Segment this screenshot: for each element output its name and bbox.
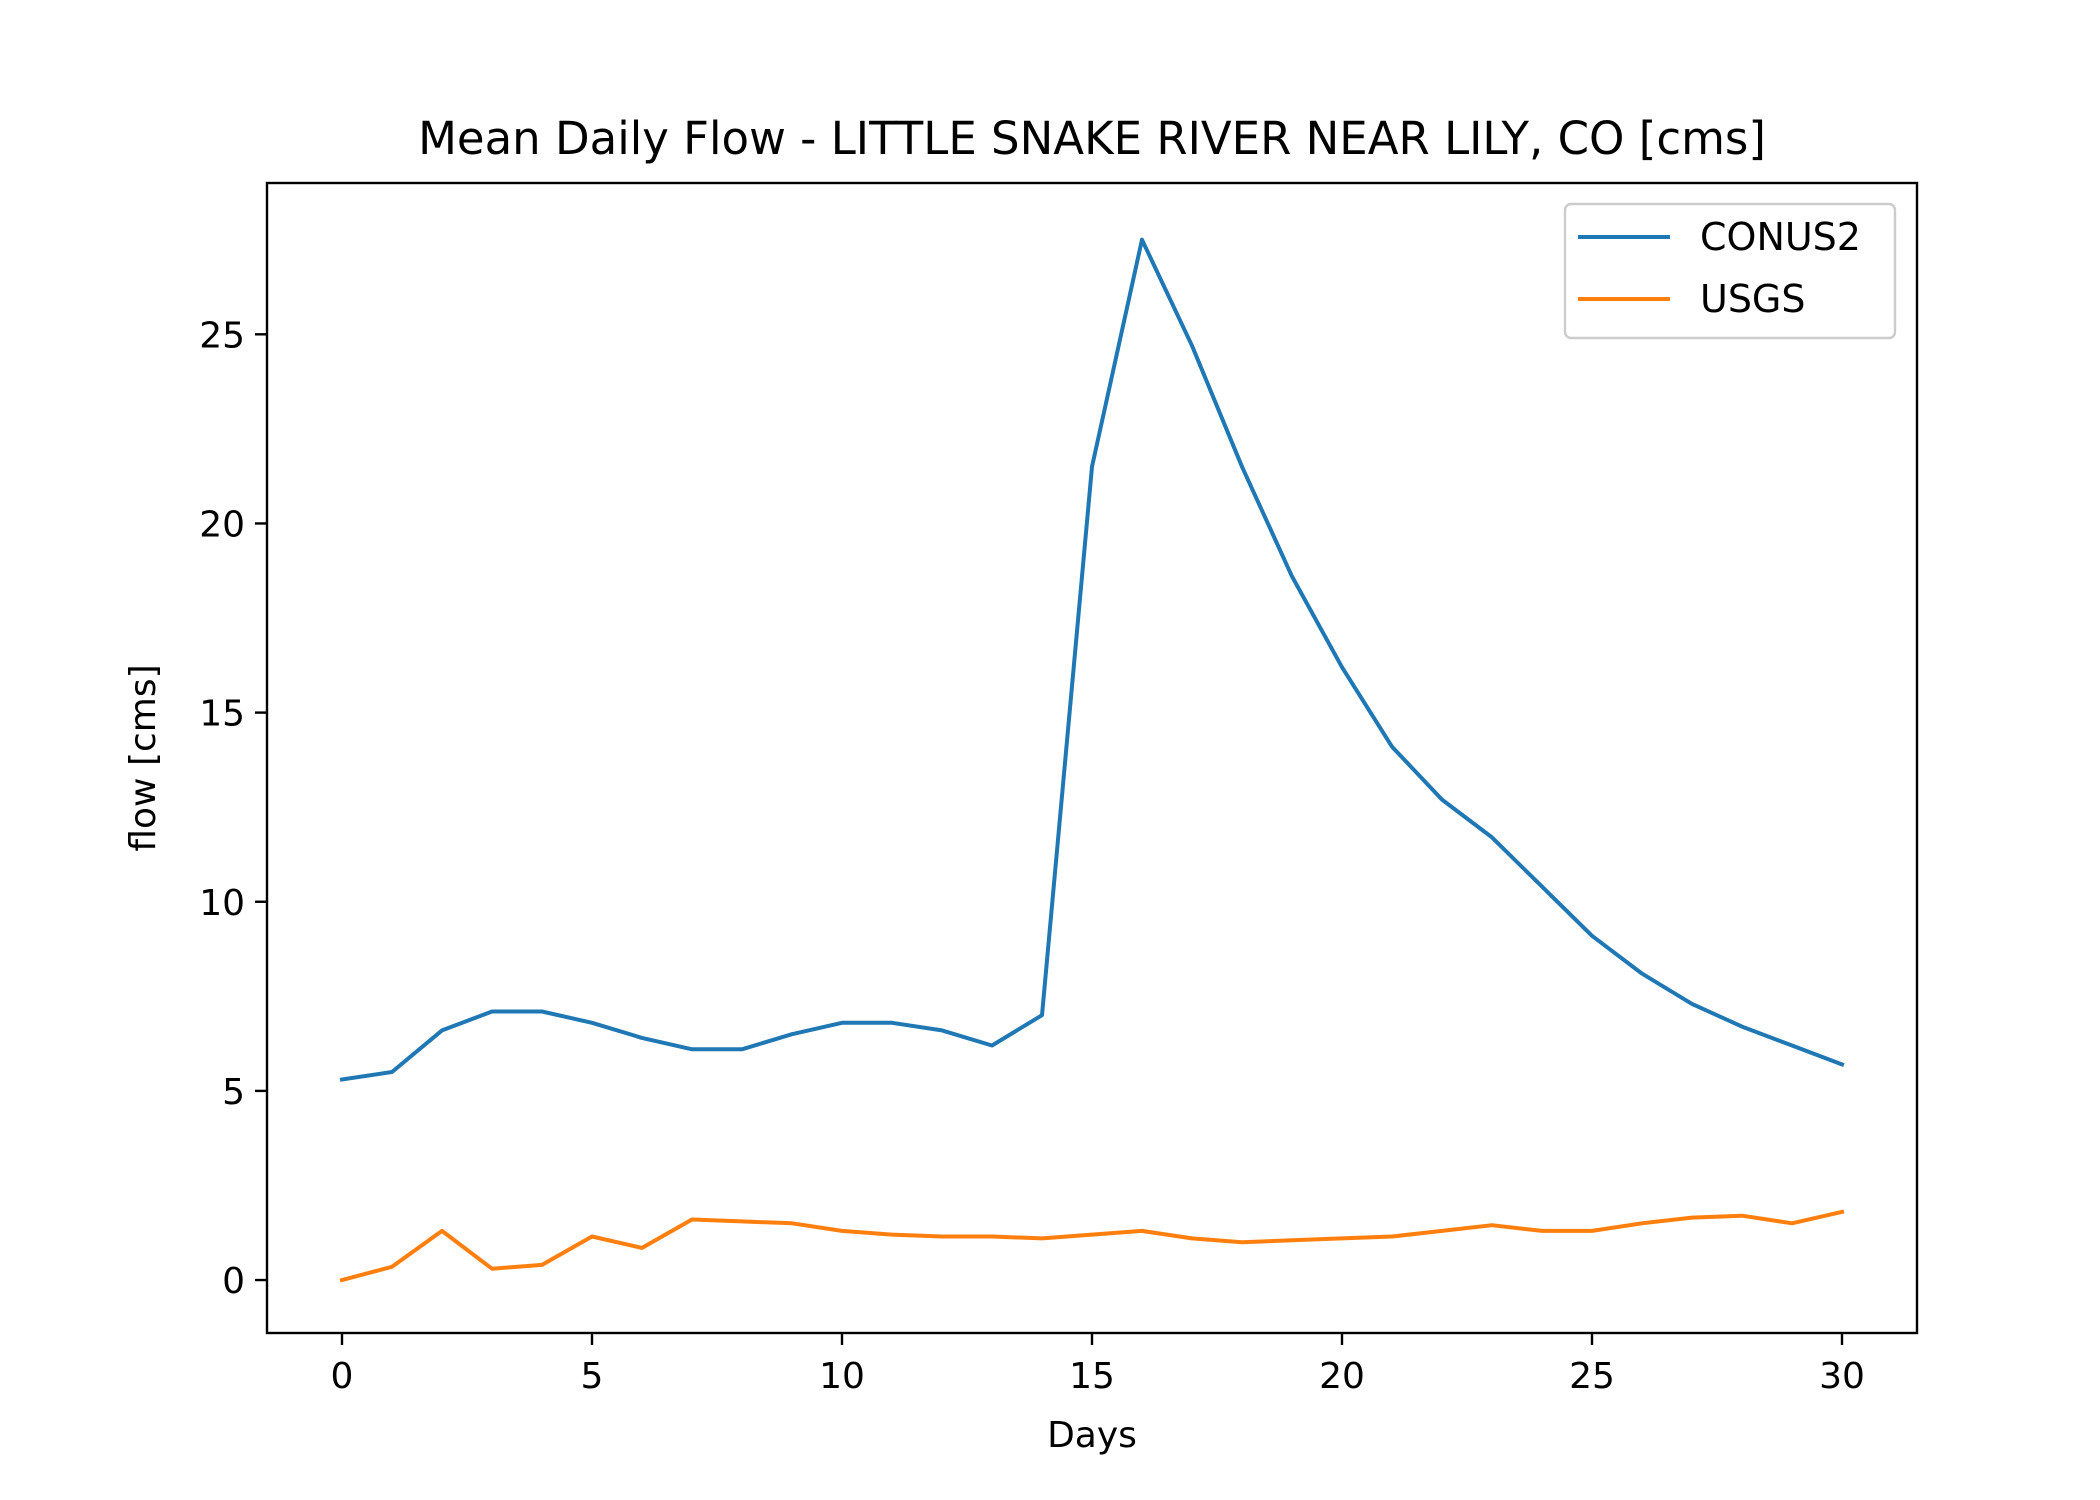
x-tick-label: 30 bbox=[1819, 1356, 1865, 1397]
plot-area bbox=[265, 181, 1919, 1335]
series-line-conus2 bbox=[339, 237, 1845, 1082]
x-axis-label: Days bbox=[1047, 1415, 1137, 1456]
y-tick-label: 5 bbox=[222, 1072, 245, 1113]
y-tick-label: 25 bbox=[199, 315, 245, 356]
legend-items: CONUS2 USGS bbox=[1578, 215, 1861, 321]
legend-label-usgs: USGS bbox=[1700, 277, 1806, 321]
y-axis-ticks: 0 5 10 15 20 25 bbox=[199, 315, 267, 1302]
series-line-usgs bbox=[339, 1209, 1845, 1283]
chart-title: Mean Daily Flow - LITTLE SNAKE RIVER NEA… bbox=[418, 112, 1766, 165]
y-tick-label: 10 bbox=[199, 883, 245, 924]
y-tick-label: 15 bbox=[199, 694, 245, 735]
legend: CONUS2 USGS bbox=[1563, 202, 1897, 340]
x-axis-ticks: 0 5 10 15 20 25 30 bbox=[331, 1333, 1865, 1397]
y-tick-label: 20 bbox=[199, 504, 245, 545]
series-lines bbox=[339, 237, 1845, 1283]
y-axis-label: flow [cms] bbox=[123, 664, 164, 851]
x-tick-label: 20 bbox=[1319, 1356, 1365, 1397]
x-tick-label: 5 bbox=[581, 1356, 604, 1397]
legend-label-conus2: CONUS2 bbox=[1700, 215, 1861, 259]
x-tick-label: 25 bbox=[1569, 1356, 1615, 1397]
x-tick-label: 10 bbox=[819, 1356, 865, 1397]
x-tick-label: 0 bbox=[331, 1356, 354, 1397]
y-tick-label: 0 bbox=[222, 1261, 245, 1302]
x-tick-label: 15 bbox=[1069, 1356, 1115, 1397]
